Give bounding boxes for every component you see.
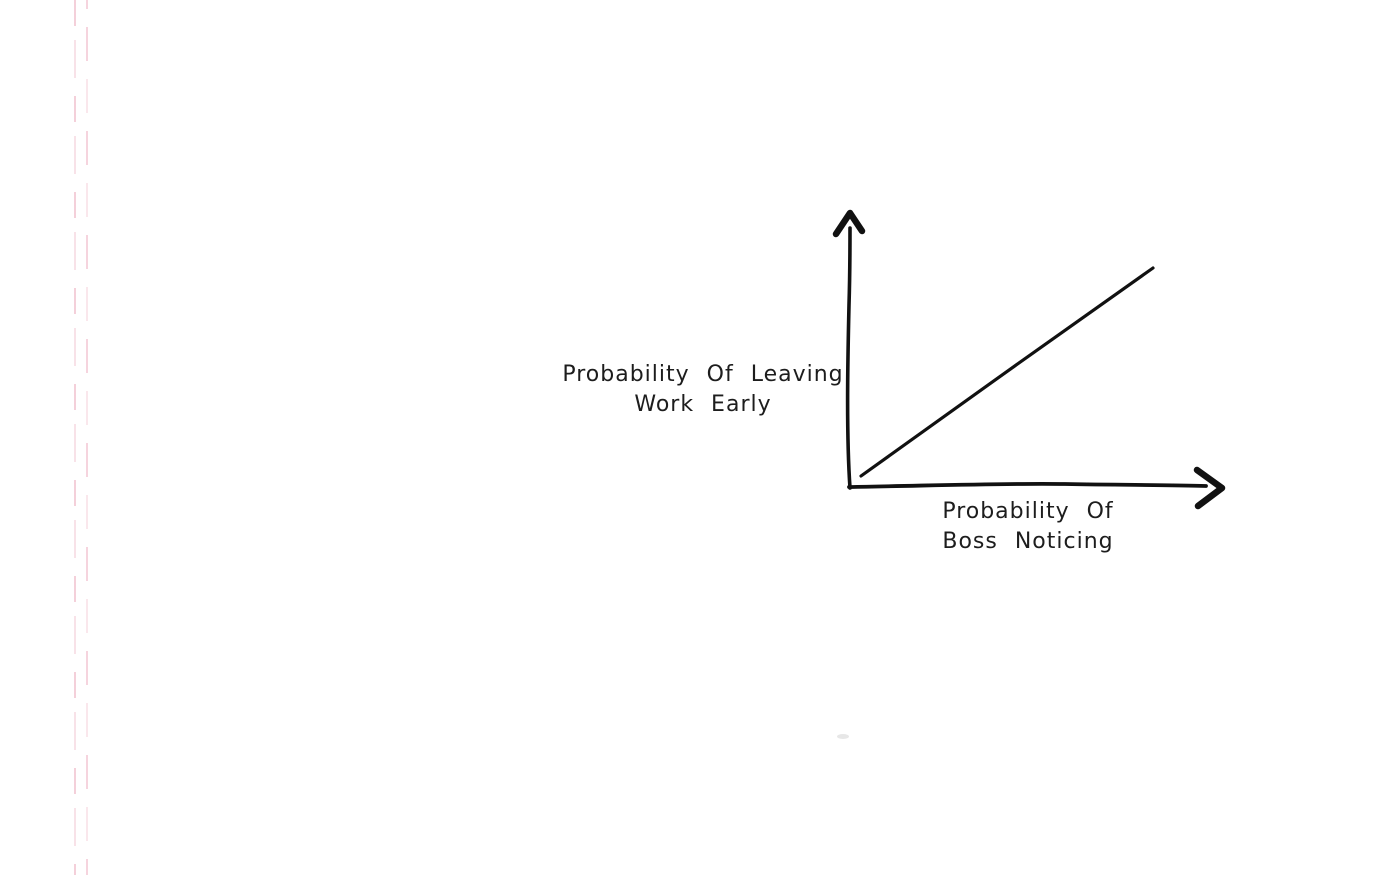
y-axis-label: Probability Of Leaving Work Early	[553, 360, 853, 420]
trend-line	[859, 266, 1155, 478]
x-axis	[847, 481, 1208, 489]
y-axis	[845, 226, 852, 490]
notebook-margin-line-right	[86, 0, 88, 875]
notebook-margin-line-left	[74, 0, 76, 875]
x-axis-label: Probability Of Boss Noticing	[918, 497, 1138, 557]
x-axis-label-line2: Boss Noticing	[942, 529, 1114, 554]
y-axis-arrowhead-icon	[832, 209, 866, 238]
y-axis-label-line2: Work Early	[634, 392, 772, 417]
y-axis-label-line1: Probability Of Leaving	[562, 362, 844, 387]
x-axis-arrowhead-icon	[1193, 466, 1226, 510]
x-axis-label-line1: Probability Of	[942, 499, 1114, 524]
paper-smudge	[837, 734, 849, 739]
